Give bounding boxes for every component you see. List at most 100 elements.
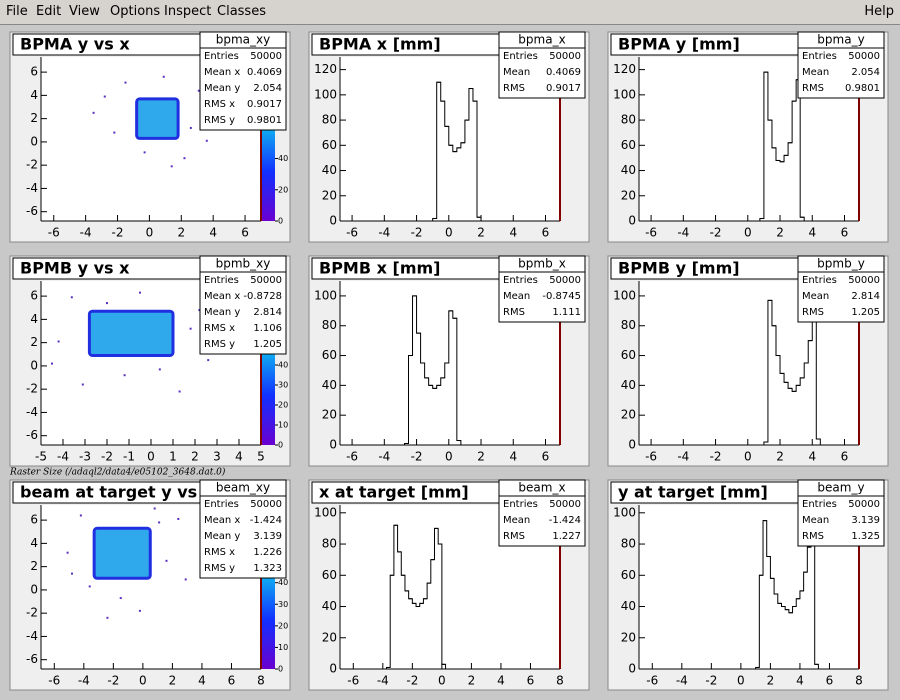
palette-tick-label: 10 xyxy=(278,421,288,430)
y-tick-label: 80 xyxy=(322,318,337,332)
menu-item[interactable]: File xyxy=(6,4,28,19)
x-tick-label: -4 xyxy=(676,674,688,688)
x-tick-label: 1 xyxy=(169,450,177,464)
stats-box xyxy=(498,31,586,99)
y-tick-label: 100 xyxy=(613,288,636,302)
y-tick-label: 60 xyxy=(322,568,337,582)
y-tick-label: 20 xyxy=(322,188,337,202)
stats-label: RMS xyxy=(802,83,824,94)
palette-tick-label: 30 xyxy=(278,381,288,390)
x-tick-label: 4 xyxy=(808,450,816,464)
x-tick-label: 0 xyxy=(445,450,453,464)
scatter-point xyxy=(81,383,84,386)
y-tick-label: 20 xyxy=(621,630,636,644)
x-tick-label: -1 xyxy=(123,450,135,464)
y-tick-label: -4 xyxy=(26,181,38,195)
stats-label: RMS xyxy=(802,531,824,542)
x-tick-label: 4 xyxy=(808,226,816,240)
x-tick-label: -6 xyxy=(48,226,60,240)
x-tick-label: 2 xyxy=(767,674,775,688)
menu-item[interactable]: Classes xyxy=(217,4,266,19)
scatter-point xyxy=(207,359,210,362)
stats-label: Mean x xyxy=(204,515,240,526)
x-tick-label: 0 xyxy=(438,674,446,688)
pad-title: BPMB x [mm] xyxy=(319,259,440,278)
stats-value: 50000 xyxy=(549,499,581,510)
menu-item[interactable]: View xyxy=(69,4,100,19)
scatter-point xyxy=(170,165,173,168)
stats-value: 50000 xyxy=(250,499,282,510)
scatter-point xyxy=(158,368,161,371)
x-tick-label: 8 xyxy=(556,674,564,688)
stats-name: bpma_y xyxy=(817,33,864,47)
y-tick-label: 80 xyxy=(322,537,337,551)
scatter-point xyxy=(119,597,122,600)
stats-value: 1.325 xyxy=(851,531,880,542)
stats-value: 0.9017 xyxy=(546,83,581,94)
menu-item[interactable]: Inspect xyxy=(164,4,212,19)
hist-outline xyxy=(428,81,486,222)
y-tick-label: 60 xyxy=(621,568,636,582)
stats-name: bpmb_xy xyxy=(216,257,271,271)
y-tick-label: -2 xyxy=(26,158,38,172)
hist-outline xyxy=(382,524,457,670)
y-tick-label: 100 xyxy=(314,505,337,519)
stats-label: Entries xyxy=(802,275,837,286)
x-tick-label: 0 xyxy=(139,674,147,688)
scatter-point xyxy=(88,585,91,588)
stats-label: Mean xyxy=(503,291,530,302)
stats-value: 1.205 xyxy=(851,307,880,318)
menu-item[interactable]: Edit xyxy=(36,4,62,19)
y-tick-label: 2 xyxy=(30,335,38,349)
x-tick-label: 2 xyxy=(477,450,485,464)
stats-value: 1.106 xyxy=(253,323,282,334)
y-tick-label: 60 xyxy=(621,138,636,152)
stats-label: RMS xyxy=(503,83,525,94)
x-tick-label: -4 xyxy=(677,226,689,240)
y-tick-label: -2 xyxy=(26,606,38,620)
y-tick-label: 100 xyxy=(314,288,337,302)
stats-box xyxy=(797,255,885,323)
scatter-point xyxy=(70,296,73,299)
y-tick-label: -2 xyxy=(26,382,38,396)
stats-label: Mean xyxy=(802,515,829,526)
scatter-point xyxy=(139,291,141,294)
menu-help[interactable]: Help xyxy=(864,4,894,19)
stats-label: Mean xyxy=(503,67,530,78)
y-tick-label: 20 xyxy=(322,408,337,422)
x-tick-label: -4 xyxy=(57,450,69,464)
scatter-point xyxy=(177,517,180,520)
stats-label: Mean x xyxy=(204,291,240,302)
stats-label: Entries xyxy=(503,275,538,286)
y-tick-label: 0 xyxy=(30,358,38,372)
x-tick-label: -6 xyxy=(645,226,657,240)
pad-title: BPMB y [mm] xyxy=(618,259,740,278)
y-tick-label: 6 xyxy=(30,65,38,79)
x-tick-label: -6 xyxy=(347,674,359,688)
x-tick-label: 4 xyxy=(235,450,243,464)
scatter-point xyxy=(183,157,186,160)
y-tick-label: 40 xyxy=(322,599,337,613)
x-tick-label: -2 xyxy=(107,674,119,688)
y-tick-label: 6 xyxy=(30,513,38,527)
y-tick-label: 40 xyxy=(322,378,337,392)
y-tick-label: 40 xyxy=(322,163,337,177)
x-tick-label: 6 xyxy=(241,226,249,240)
stats-name: bpma_xy xyxy=(216,33,270,47)
stats-name: beam_xy xyxy=(216,481,270,495)
y-tick-label: -6 xyxy=(26,204,38,218)
y-tick-label: 20 xyxy=(621,408,636,422)
y-tick-label: 40 xyxy=(621,599,636,613)
x-tick-label: 0 xyxy=(146,226,154,240)
menu-item[interactable]: Options xyxy=(110,4,161,19)
pad-title: y at target [mm] xyxy=(618,483,768,502)
pad-title: beam at target y vs x xyxy=(20,483,214,502)
x-tick-label: -4 xyxy=(377,674,389,688)
stats-value: 2.814 xyxy=(851,291,880,302)
x-tick-label: 0 xyxy=(147,450,155,464)
x-tick-label: 2 xyxy=(177,226,185,240)
x-tick-label: -2 xyxy=(411,450,423,464)
stats-value: 1.323 xyxy=(253,563,282,574)
stats-label: Entries xyxy=(503,51,538,62)
stats-label: RMS y xyxy=(204,563,235,574)
